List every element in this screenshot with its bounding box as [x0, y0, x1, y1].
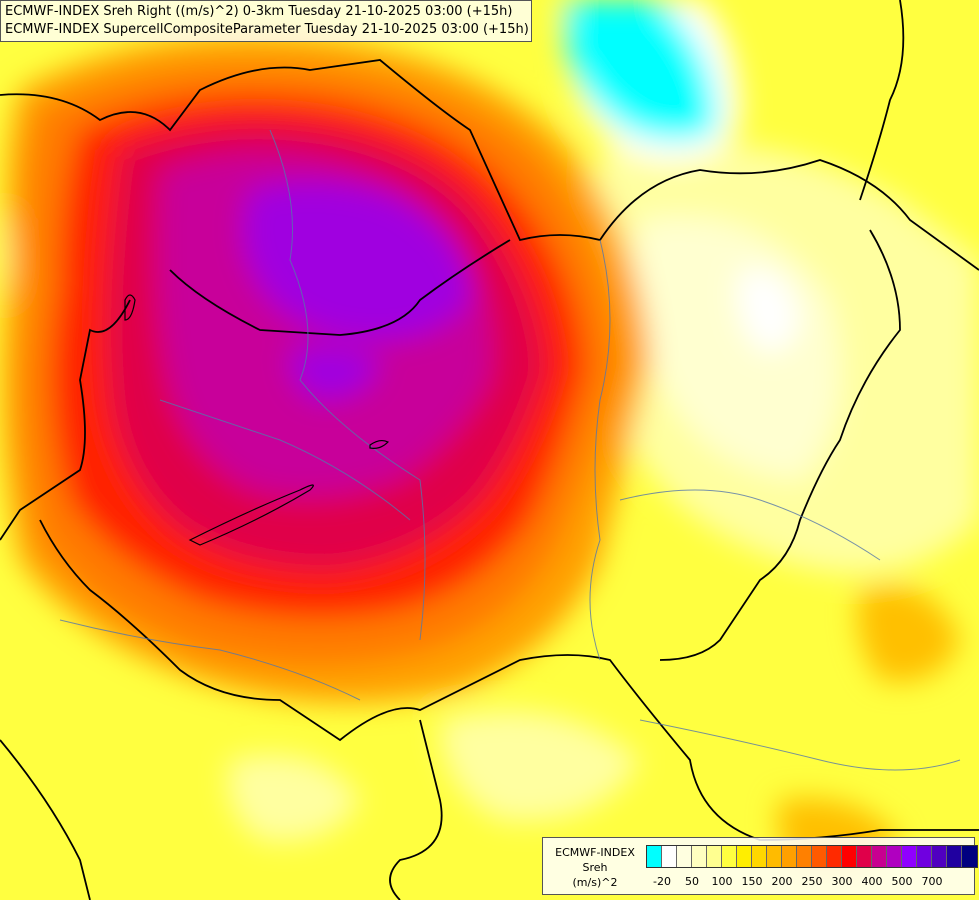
legend-swatch	[842, 846, 857, 867]
legend-swatch	[812, 846, 827, 867]
legend-tick-label: 50	[685, 875, 699, 888]
sreh-field	[0, 0, 979, 872]
legend-swatch	[647, 846, 662, 867]
legend-swatch	[662, 846, 677, 867]
legend-swatch	[692, 846, 707, 867]
legend-swatch	[707, 846, 722, 867]
legend-swatch	[677, 846, 692, 867]
legend-swatch	[872, 846, 887, 867]
map-title-box: ECMWF-INDEX Sreh Right ((m/s)^2) 0-3km T…	[0, 0, 532, 42]
legend-swatch	[857, 846, 872, 867]
color-legend: ECMWF-INDEX Sreh (m/s)^2 -20 50 100 150 200 2…	[542, 837, 978, 895]
legend-param: Sreh	[582, 861, 608, 874]
legend-swatch	[887, 846, 902, 867]
legend-swatch	[917, 846, 932, 867]
legend-swatches	[646, 845, 978, 868]
legend-tick-label: -20	[653, 875, 671, 888]
legend-swatch	[767, 846, 782, 867]
legend-model: ECMWF-INDEX	[555, 846, 635, 859]
legend-tick-label: 400	[861, 875, 883, 888]
legend-tick-label: 200	[771, 875, 793, 888]
legend-tick-label: 300	[831, 875, 853, 888]
rivers	[59, 129, 961, 771]
legend-swatch	[932, 846, 947, 867]
legend-tick-label: 150	[741, 875, 763, 888]
legend-tick-label: 500	[891, 875, 913, 888]
legend-swatch	[947, 846, 962, 867]
legend-swatch	[797, 846, 812, 867]
legend-tick-label: 700	[921, 875, 943, 888]
legend-swatch	[737, 846, 752, 867]
legend-tick-label: 250	[801, 875, 823, 888]
title-line-2: ECMWF-INDEX SupercellCompositeParameter …	[5, 22, 529, 37]
legend-swatch	[902, 846, 917, 867]
lakes	[124, 294, 390, 546]
legend-swatch	[827, 846, 842, 867]
legend-swatch	[752, 846, 767, 867]
legend-tick-label: 100	[711, 875, 733, 888]
title-line-1: ECMWF-INDEX Sreh Right ((m/s)^2) 0-3km T…	[5, 4, 513, 19]
legend-unit: (m/s)^2	[572, 876, 618, 889]
legend-swatch	[782, 846, 797, 867]
legend-swatch	[962, 846, 977, 867]
legend-swatch	[722, 846, 737, 867]
